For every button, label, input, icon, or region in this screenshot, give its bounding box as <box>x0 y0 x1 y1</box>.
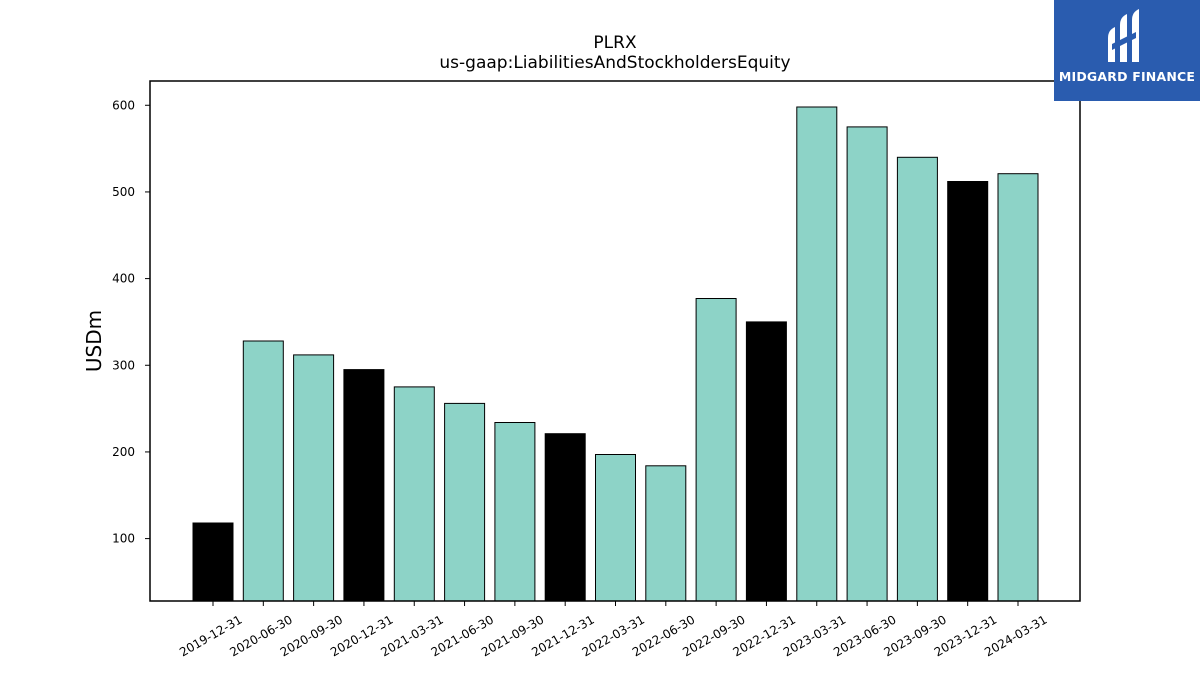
y-tick-label: 300 <box>112 358 135 372</box>
bar-2023-12-31 <box>947 181 989 602</box>
y-tick-label: 100 <box>112 532 135 546</box>
bar-2021-03-31 <box>393 386 435 602</box>
y-tick-label: 500 <box>112 185 135 199</box>
bar-2021-09-30 <box>494 422 536 602</box>
brand-name: MIDGARD FINANCE <box>1058 69 1196 84</box>
chart-subtitle: us-gaap:LiabilitiesAndStockholdersEquity <box>439 53 790 73</box>
midgard-logo-icon <box>1108 9 1139 62</box>
bar-2021-06-30 <box>444 402 486 602</box>
y-axis-ticks: 100 200 300 400 500 600 <box>112 98 150 546</box>
bar-2020-06-30 <box>242 340 284 602</box>
bar-2023-09-30 <box>896 156 938 602</box>
bar-2022-09-30 <box>695 298 737 602</box>
y-tick-label: 400 <box>112 272 135 286</box>
bar-2021-12-31 <box>544 433 586 602</box>
y-tick-label: 600 <box>112 98 135 112</box>
bar-2023-06-30 <box>846 126 888 602</box>
bar-2024-03-31 <box>997 173 1039 602</box>
bar-2023-03-31 <box>796 106 838 602</box>
bar-2020-09-30 <box>293 354 335 602</box>
bar-2022-12-31 <box>745 321 787 602</box>
brand-logo: MIDGARD FINANCE <box>1054 0 1200 101</box>
x-axis-ticks: 2019-12-312020-06-302020-09-302020-12-31… <box>177 601 1050 659</box>
bar-2019-12-31 <box>192 522 234 602</box>
y-axis-label: USDm <box>82 310 106 372</box>
bar-2020-12-31 <box>343 369 385 602</box>
bar-2022-06-30 <box>645 465 687 602</box>
bars-group <box>192 106 1039 602</box>
y-tick-label: 200 <box>112 445 135 459</box>
chart-title: PLRX <box>593 33 637 53</box>
bar-2022-03-31 <box>595 454 636 602</box>
